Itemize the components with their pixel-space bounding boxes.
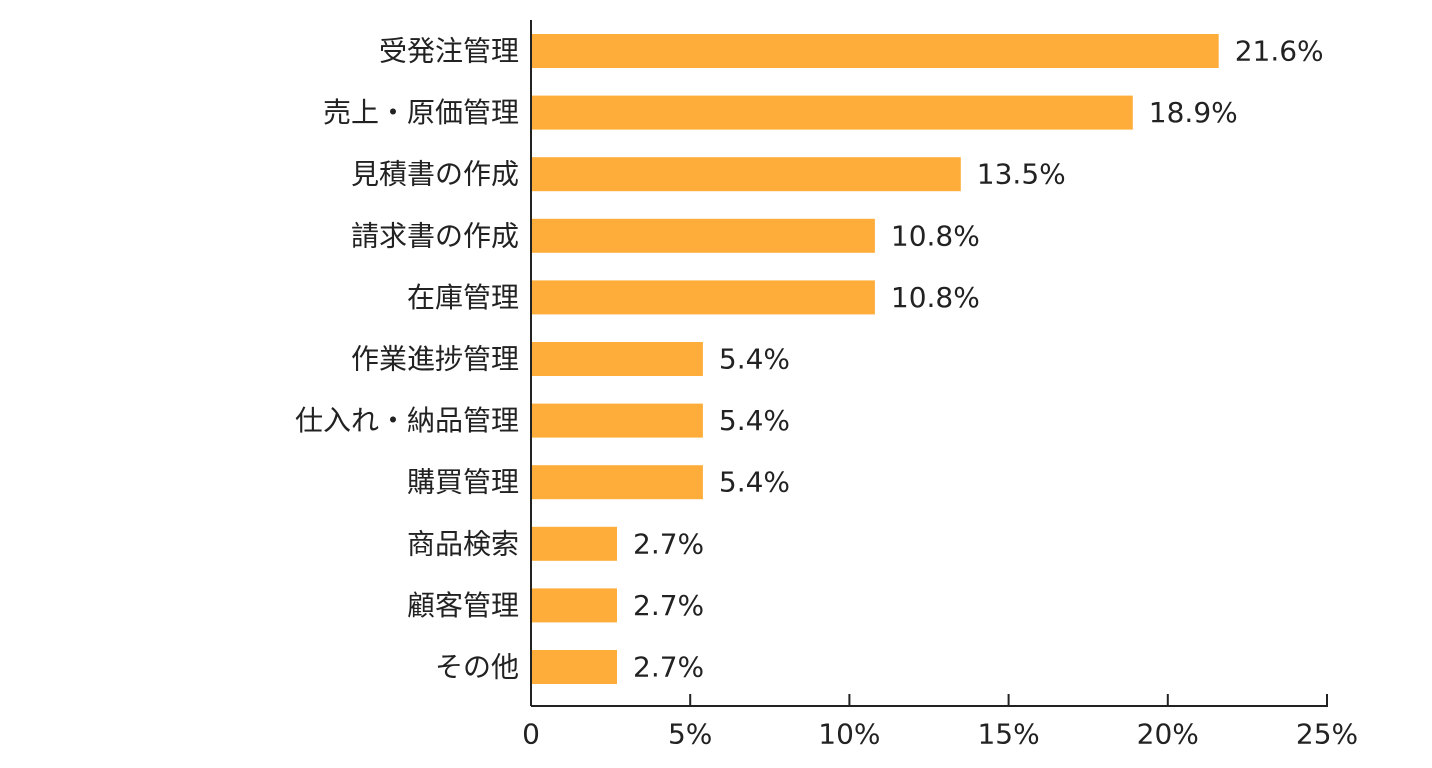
x-tick-label-0: 0 <box>522 718 540 751</box>
bar-11 <box>531 650 617 684</box>
value-label-3: 13.5% <box>977 158 1066 191</box>
value-label-10: 2.7% <box>633 589 704 622</box>
x-tick-label-2: 10% <box>818 718 880 751</box>
value-label-5: 10.8% <box>891 281 980 314</box>
value-label-8: 5.4% <box>719 466 790 499</box>
bar-10 <box>531 588 617 623</box>
category-label-9: 商品検索 <box>407 527 519 560</box>
category-label-11: その他 <box>435 651 519 684</box>
bar-9 <box>531 526 617 561</box>
bar-5 <box>531 280 875 315</box>
value-label-2: 18.9% <box>1149 96 1238 129</box>
x-tick-label-5: 25% <box>1296 718 1358 751</box>
category-label-7: 仕入れ・納品管理 <box>295 404 519 437</box>
bar-8 <box>531 465 703 500</box>
category-label-5: 在庫管理 <box>407 281 519 314</box>
value-label-6: 5.4% <box>719 343 790 376</box>
category-labels-group: 受発注管理売上・原価管理見積書の作成請求書の作成在庫管理作業進捗管理仕入れ・納品… <box>295 35 519 684</box>
axes-group: 0 5% 10% 15% 20% 25% <box>522 20 1358 751</box>
category-label-8: 購買管理 <box>407 466 519 499</box>
bar-6 <box>531 342 703 376</box>
x-tick-label-1: 5% <box>668 718 712 751</box>
value-label-9: 2.7% <box>633 527 704 560</box>
bar-7 <box>531 403 703 438</box>
x-tick-label-4: 20% <box>1137 718 1199 751</box>
bar-4 <box>531 218 875 253</box>
category-label-4: 請求書の作成 <box>351 219 519 252</box>
category-label-1: 受発注管理 <box>379 35 519 68</box>
category-label-10: 顧客管理 <box>407 589 519 622</box>
bar-2 <box>531 95 1133 130</box>
category-label-2: 売上・原価管理 <box>323 96 519 129</box>
category-label-3: 見積書の作成 <box>351 158 519 191</box>
value-label-1: 21.6% <box>1235 35 1324 68</box>
value-label-7: 5.4% <box>719 404 790 437</box>
value-label-11: 2.7% <box>633 651 704 684</box>
value-label-4: 10.8% <box>891 219 980 252</box>
bars-group <box>531 34 1219 684</box>
bar-1 <box>531 34 1219 68</box>
category-label-6: 作業進捗管理 <box>351 343 519 376</box>
x-tick-label-3: 15% <box>977 718 1039 751</box>
value-labels-group: 21.6% 18.9% 13.5% 10.8% 10.8% 5.4% 5.4% 5.4% 2.7… <box>633 35 1324 684</box>
bar-3 <box>531 157 961 192</box>
